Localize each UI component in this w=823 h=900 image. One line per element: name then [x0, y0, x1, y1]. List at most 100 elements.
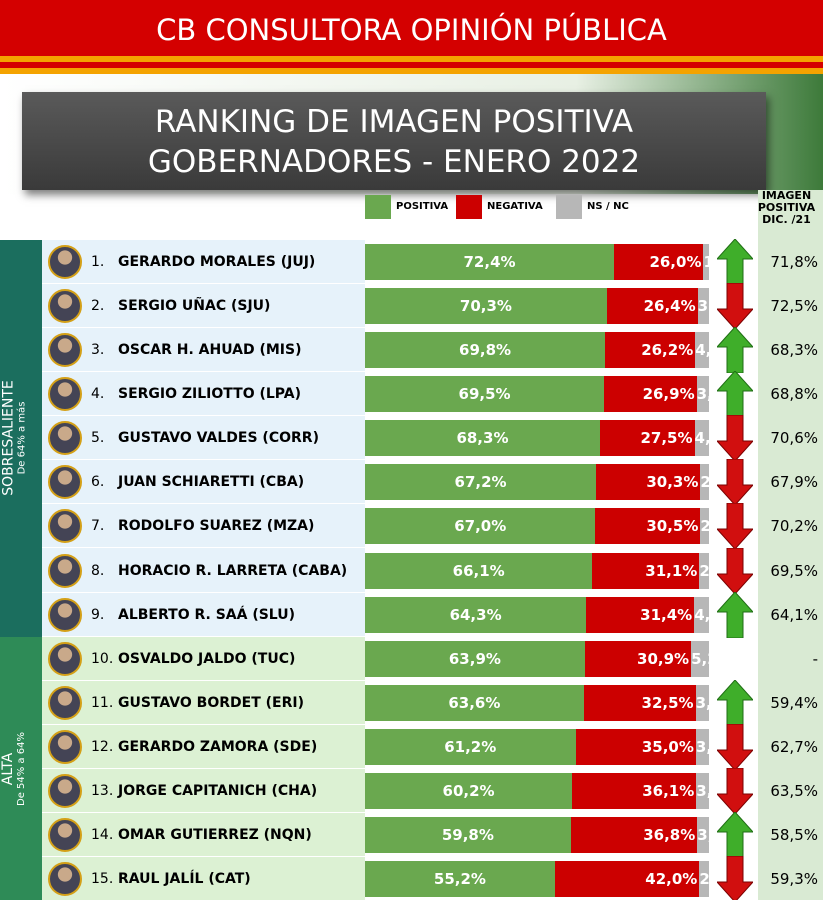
- bar-segment: [696, 772, 709, 809]
- value-label: 27,5%: [640, 429, 693, 448]
- bar-segment: [599, 420, 695, 457]
- name: GERARDO MORALES (JUJ): [118, 254, 316, 271]
- bar-segment: [365, 640, 585, 677]
- bar-track: 70,3% 26,4%3,3%: [365, 288, 709, 325]
- trend-arrow: [717, 591, 753, 638]
- bar-track: 63,6% 32,5%3,9%: [365, 684, 709, 721]
- arrow-shape: [717, 283, 753, 330]
- photo: [48, 862, 82, 896]
- value-label: 3,6%: [696, 385, 709, 404]
- bar-track: 59,8% 36,8%3,4%: [365, 816, 709, 853]
- bar-segment: [700, 464, 709, 501]
- value-label: 68,3%: [456, 429, 509, 448]
- bar-segment: [554, 861, 700, 897]
- trend-arrow: [717, 503, 753, 550]
- bar-segment: [595, 508, 701, 545]
- bar-track: 63,9% 30,9%5,2%: [365, 640, 709, 677]
- group-name: SOBRESALIENTE: [0, 380, 16, 497]
- row-divider: [42, 327, 365, 329]
- bar-segment: [572, 772, 697, 809]
- value-label: 2,5%: [700, 517, 709, 536]
- rank: 3.: [91, 342, 105, 359]
- bar-track: 72,4% 26,0%1,6%: [365, 244, 709, 281]
- arrow-shape: [717, 459, 753, 506]
- bar-track: 69,5% 26,9%3,6%: [365, 376, 709, 413]
- value-label: 72,4%: [463, 253, 516, 272]
- previous-value: 58,5%: [770, 825, 818, 844]
- value-label: 61,2%: [444, 737, 497, 756]
- bar-segment: [365, 728, 576, 765]
- bar-segment: [365, 508, 596, 545]
- photo: [48, 773, 82, 808]
- value-label: 4,2%: [694, 429, 709, 448]
- bar-segment: [694, 420, 709, 457]
- photo: [48, 333, 82, 368]
- photo: [48, 245, 82, 280]
- value-label: 55,2%: [433, 870, 486, 888]
- previous-value: 64,1%: [770, 605, 818, 624]
- bar-segment: [365, 596, 587, 633]
- row-divider: [42, 547, 365, 549]
- name: JUAN SCHIARETTI (CBA): [118, 474, 305, 491]
- row-divider: [42, 679, 365, 681]
- rank: 11.: [91, 694, 114, 711]
- rank: 4.: [91, 386, 105, 403]
- row-divider: [42, 767, 365, 769]
- bar-segment: [365, 288, 607, 325]
- value-label: 3,8%: [695, 737, 709, 756]
- stripe: [0, 56, 823, 62]
- stripe: [0, 68, 823, 74]
- value-label: 2,8%: [699, 561, 709, 580]
- arrow-shape: [717, 547, 753, 594]
- bar-segment: [694, 596, 709, 633]
- previous-value: 69,5%: [770, 561, 818, 580]
- trend-arrow: [717, 767, 753, 814]
- group-range: De 54% a 64%: [16, 731, 27, 806]
- bar-track: 66,1% 31,1%2,8%: [365, 552, 709, 589]
- value-label: 67,2%: [454, 473, 507, 492]
- value-label: 26,0%: [649, 253, 702, 272]
- trend-arrow: [717, 415, 753, 462]
- photo: [48, 817, 82, 852]
- header-line: DIC. /21: [762, 213, 811, 226]
- group-bar: [0, 636, 42, 900]
- value-label: 70,3%: [459, 297, 512, 316]
- value-label: 31,4%: [640, 605, 693, 624]
- row-divider: [42, 459, 365, 461]
- bar-segment: [699, 861, 709, 897]
- bar-segment: [570, 816, 698, 853]
- group-name: ALTA: [0, 752, 16, 786]
- arrow-shape: [717, 767, 753, 814]
- value-label: 63,6%: [448, 693, 501, 712]
- photo: [48, 377, 82, 412]
- previous-value: 67,9%: [770, 473, 818, 492]
- bar-segment: [365, 464, 597, 501]
- trend-arrow: [717, 371, 753, 418]
- bar-segment: [605, 332, 696, 369]
- photo: [48, 553, 82, 588]
- value-label: 3,3%: [697, 297, 709, 316]
- bar-segment: [365, 420, 600, 457]
- name: GERARDO ZAMORA (SDE): [118, 738, 318, 755]
- rank: 7.: [91, 518, 105, 535]
- arrow-shape: [717, 811, 753, 858]
- bar-segment: [365, 244, 615, 281]
- rank: 15.: [91, 871, 114, 887]
- legend-label: NEGATIVA: [487, 201, 543, 212]
- rank: 13.: [91, 782, 114, 799]
- previous-value: 70,6%: [770, 429, 818, 448]
- group-bg: [42, 240, 365, 637]
- trend-arrow: [717, 547, 753, 594]
- previous-value: 68,3%: [770, 341, 818, 360]
- row-divider: [42, 723, 365, 725]
- value-label: 3,4%: [697, 825, 709, 844]
- previous-value: 59,3%: [770, 870, 818, 888]
- value-label: 66,1%: [452, 561, 505, 580]
- name: RODOLFO SUAREZ (MZA): [118, 518, 315, 535]
- row-divider: [42, 591, 365, 593]
- name: GUSTAVO VALDES (CORR): [118, 430, 319, 447]
- bar-segment: [700, 508, 709, 545]
- bar-segment: [695, 728, 709, 765]
- arrow-shape: [717, 723, 753, 770]
